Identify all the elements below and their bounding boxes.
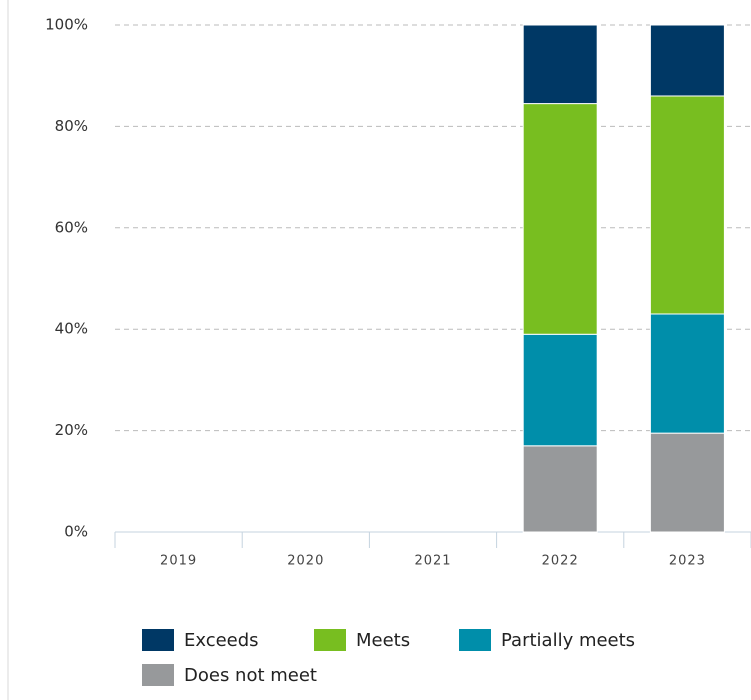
legend-swatch [459, 629, 491, 651]
y-tick-label: 40% [55, 320, 88, 338]
y-tick-label: 100% [45, 16, 88, 34]
y-tick-label: 60% [55, 218, 88, 236]
x-tick-label: 2020 [287, 554, 324, 569]
bar-segment [649, 432, 725, 533]
bar-segment [649, 95, 725, 315]
bar-segment [522, 333, 598, 447]
legend-swatch [314, 629, 346, 651]
y-tick-label: 20% [55, 421, 88, 439]
legend-label: Does not meet [184, 665, 317, 686]
bar-segment [522, 103, 598, 335]
x-tick-label: 2021 [414, 554, 451, 569]
bar-segment [649, 313, 725, 434]
legend-label: Partially meets [501, 630, 635, 651]
legend-label: Meets [356, 630, 410, 651]
y-tick-label: 80% [55, 117, 88, 135]
bar-segment [522, 445, 598, 533]
y-tick-label: 0% [64, 523, 88, 541]
legend-label: Exceeds [184, 630, 259, 651]
x-tick-label: 2023 [669, 554, 706, 569]
legend-swatch [142, 629, 174, 651]
x-tick-label: 2019 [160, 554, 197, 569]
legend-swatch [142, 664, 174, 686]
x-tick-label: 2022 [542, 554, 579, 569]
bar-segment [522, 24, 598, 105]
bar-segment [649, 24, 725, 97]
